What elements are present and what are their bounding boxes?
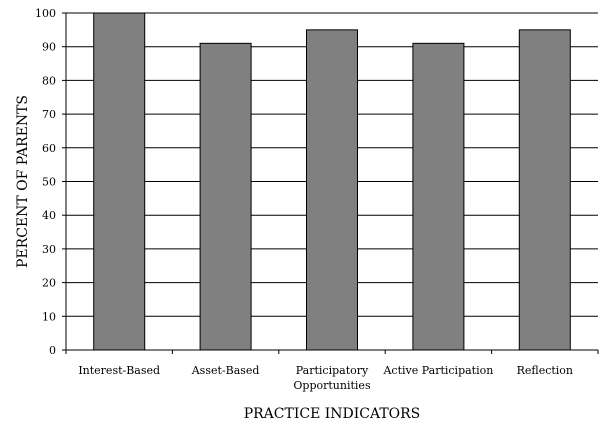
y-tick-label: 30 [42,243,56,256]
x-category-label: Participatory [296,364,369,377]
bar [199,42,252,351]
x-axis-title: PRACTICE INDICATORS [244,406,421,422]
x-category-label: Active Participation [382,364,493,377]
x-category-label: Asset-Based [191,364,260,377]
x-category-labels: Interest-Based Asset-Based Participatory Op… [78,364,573,392]
x-category-label: Reflection [517,364,573,377]
y-tick-label: 90 [42,41,56,54]
y-tick-label: 80 [42,74,56,87]
bar [412,42,465,351]
x-category-label: Interest-Based [78,364,160,377]
y-tick-label: 0 [49,344,56,357]
y-tick-label: 100 [35,7,56,20]
bar [306,29,358,351]
y-tick-labels: 0 10 20 30 40 50 60 70 80 90 100 [35,7,56,357]
y-tick-label: 70 [42,108,56,121]
y-tick-label: 50 [42,176,56,189]
x-category-label: Opportunities [293,379,371,392]
y-axis-title: PERCENT OF PARENTS [15,95,31,268]
bar [93,12,146,351]
y-tick-label: 20 [42,277,56,290]
y-tick-label: 40 [42,209,56,222]
y-tick-label: 60 [42,142,56,155]
bar [518,29,571,351]
y-tick-label: 10 [42,310,56,323]
axes [62,12,599,354]
